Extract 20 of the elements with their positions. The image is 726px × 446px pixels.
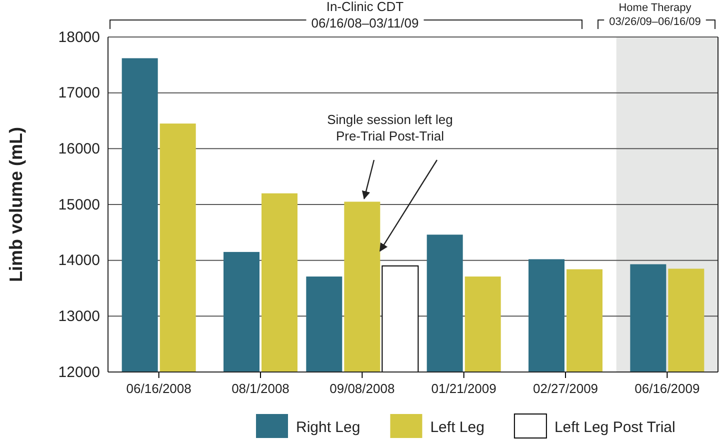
- annotation: Single session left leg Pre-Trial Post-Trial: [327, 112, 453, 144]
- y-tick-label: 16000: [58, 140, 100, 158]
- y-axis-title: Limb volume (mL): [6, 126, 26, 282]
- y-tick-label: 17000: [58, 84, 100, 102]
- legend-label: Left Leg Post Trial: [554, 419, 676, 436]
- x-tick-label: 06/16/2008: [126, 381, 192, 396]
- y-tick-label: 12000: [58, 364, 100, 381]
- y-tick-label: 18000: [58, 28, 100, 46]
- text: In-Clinic CDT 06/16/08–03/11/09: [311, 0, 419, 30]
- y-tick-label: 13000: [58, 308, 100, 325]
- text: Home Therapy 03/26/09–06/16/09: [609, 2, 701, 28]
- y-tick-label: 15000: [58, 196, 100, 214]
- x-tick-label: 09/08/2008: [330, 381, 395, 396]
- legend-label: Left Leg: [430, 419, 484, 436]
- x-tick-label: 02/27/2009: [532, 381, 598, 396]
- legend-label: Right Leg: [296, 419, 360, 436]
- x-tick-label: 06/16/2009: [634, 381, 700, 396]
- x-tick-label: 08/1/2008: [232, 381, 290, 396]
- x-tick-label: 01/21/2009: [431, 381, 496, 396]
- y-tick-label: 14000: [58, 252, 100, 270]
